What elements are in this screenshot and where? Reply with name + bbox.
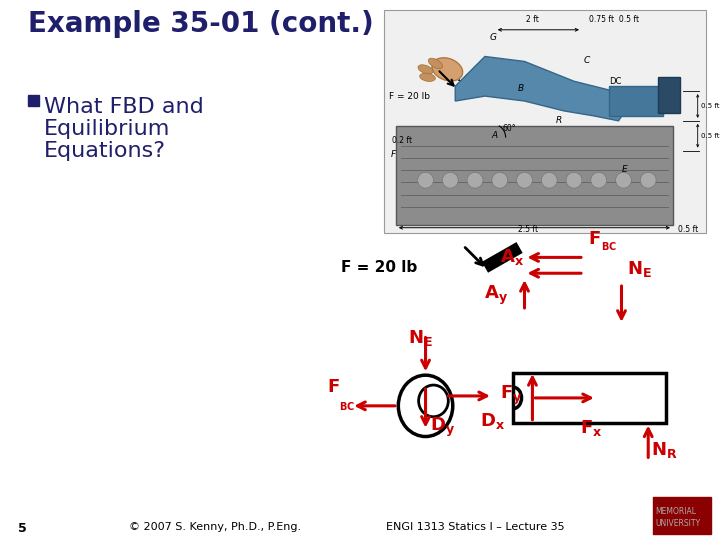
- Text: F = 20 lb: F = 20 lb: [341, 260, 418, 275]
- Text: R: R: [556, 116, 562, 125]
- Text: G: G: [490, 33, 497, 42]
- Ellipse shape: [432, 58, 463, 81]
- Text: Equilibrium: Equilibrium: [43, 119, 170, 139]
- Text: $\mathbf{D}_{\mathbf{x}}$: $\mathbf{D}_{\mathbf{x}}$: [480, 411, 505, 431]
- Text: $_{\mathbf{BC}}$: $_{\mathbf{BC}}$: [339, 399, 356, 413]
- Text: $\mathbf{F}_{\mathbf{y}}$: $\mathbf{F}_{\mathbf{y}}$: [500, 383, 523, 407]
- Text: $\mathbf{F}$: $\mathbf{F}$: [588, 230, 600, 247]
- Text: $\mathbf{D}_{\mathbf{y}}$: $\mathbf{D}_{\mathbf{y}}$: [431, 416, 456, 439]
- Text: 60°: 60°: [503, 124, 516, 133]
- Text: DC: DC: [608, 77, 621, 86]
- Polygon shape: [455, 57, 629, 121]
- Circle shape: [541, 172, 557, 188]
- Text: B: B: [518, 84, 523, 93]
- Text: C: C: [584, 57, 590, 65]
- Circle shape: [591, 172, 607, 188]
- Circle shape: [467, 172, 483, 188]
- Text: $\mathbf{N}_{\mathbf{E}}$: $\mathbf{N}_{\mathbf{E}}$: [408, 328, 433, 348]
- Text: 0.75 ft  0.5 ft: 0.75 ft 0.5 ft: [589, 15, 639, 24]
- Text: ENGI 1313 Statics I – Lecture 35: ENGI 1313 Statics I – Lecture 35: [386, 522, 564, 532]
- Text: What FBD and: What FBD and: [43, 97, 203, 117]
- Ellipse shape: [428, 58, 443, 69]
- Bar: [608, 86, 663, 116]
- Text: 2 ft: 2 ft: [526, 15, 539, 24]
- Text: Equations?: Equations?: [43, 140, 166, 160]
- Circle shape: [418, 172, 433, 188]
- Circle shape: [616, 172, 631, 188]
- Text: © 2007 S. Kenny, Ph.D., P.Eng.: © 2007 S. Kenny, Ph.D., P.Eng.: [129, 522, 301, 532]
- Text: E: E: [621, 165, 627, 174]
- Text: $\mathbf{A}_{\mathbf{y}}$: $\mathbf{A}_{\mathbf{y}}$: [484, 284, 508, 307]
- Bar: [27, 95, 39, 106]
- Circle shape: [640, 172, 656, 188]
- Text: MEMORIAL
UNIVERSITY: MEMORIAL UNIVERSITY: [655, 507, 701, 528]
- Text: 0.5 ft: 0.5 ft: [701, 103, 719, 109]
- Text: $_{\mathbf{BC}}$: $_{\mathbf{BC}}$: [600, 239, 617, 253]
- Text: 0.5 ft: 0.5 ft: [678, 225, 698, 234]
- Bar: [513, 373, 666, 423]
- Text: 2.5 ft: 2.5 ft: [518, 225, 539, 234]
- Text: 0.2 ft: 0.2 ft: [392, 136, 412, 145]
- Text: $\mathbf{N}_{\mathbf{E}}$: $\mathbf{N}_{\mathbf{E}}$: [627, 259, 652, 279]
- Text: 1.4 ft: 1.4 ft: [457, 74, 477, 83]
- Text: $\mathbf{F}_{\mathbf{x}}$: $\mathbf{F}_{\mathbf{x}}$: [580, 418, 603, 438]
- Bar: [396, 126, 673, 225]
- Circle shape: [442, 172, 458, 188]
- Text: F = 20 lb: F = 20 lb: [389, 92, 430, 101]
- Bar: [658, 77, 680, 113]
- Ellipse shape: [398, 375, 453, 436]
- Text: $\mathbf{F}$: $\mathbf{F}$: [327, 378, 339, 396]
- Text: $\mathbf{A}_{\mathbf{x}}$: $\mathbf{A}_{\mathbf{x}}$: [500, 247, 524, 267]
- Text: 0.5 ft: 0.5 ft: [701, 133, 719, 139]
- Text: Example 35-01 (cont.): Example 35-01 (cont.): [27, 10, 374, 38]
- Ellipse shape: [420, 73, 436, 82]
- Ellipse shape: [418, 65, 433, 74]
- Circle shape: [516, 172, 532, 188]
- Circle shape: [566, 172, 582, 188]
- Text: $\mathbf{N}_{\mathbf{R}}$: $\mathbf{N}_{\mathbf{R}}$: [651, 441, 678, 461]
- Text: 5: 5: [18, 522, 27, 535]
- Text: F: F: [391, 151, 396, 159]
- Bar: [384, 10, 706, 233]
- Bar: [653, 497, 711, 535]
- Ellipse shape: [418, 385, 449, 417]
- Text: A: A: [492, 131, 498, 140]
- Circle shape: [492, 172, 508, 188]
